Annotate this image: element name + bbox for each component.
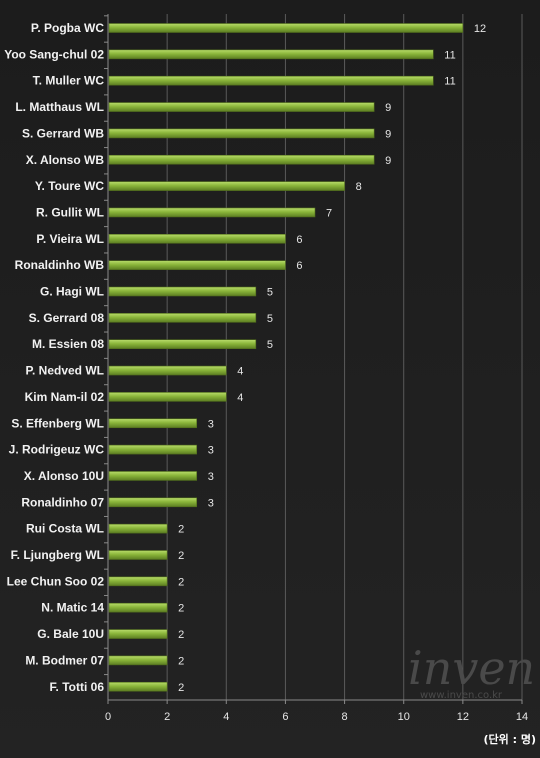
category-label: Ronaldinho WB xyxy=(15,258,105,272)
category-label: R. Gullit WL xyxy=(36,205,104,219)
category-label: M. Bodmer 07 xyxy=(25,653,104,667)
category-label: P. Pogba WC xyxy=(31,21,104,35)
bar xyxy=(108,128,375,139)
inven-watermark: inven www.inven.co.kr xyxy=(408,641,535,701)
watermark-brand: inven xyxy=(408,641,535,695)
bar xyxy=(108,497,198,508)
value-label: 9 xyxy=(385,128,391,140)
value-label: 6 xyxy=(296,234,302,246)
bars-layer xyxy=(108,23,464,692)
bar xyxy=(108,49,434,60)
category-label: F. Totti 06 xyxy=(50,680,105,694)
category-label: G. Hagi WL xyxy=(40,285,104,299)
bar xyxy=(108,655,168,666)
category-label: X. Alonso WB xyxy=(26,153,105,167)
bar xyxy=(108,23,464,33)
bar xyxy=(108,154,375,165)
bar xyxy=(108,234,286,244)
category-label: Ronaldinho 07 xyxy=(21,495,104,509)
value-label: 5 xyxy=(267,287,273,299)
value-label: 3 xyxy=(208,471,214,483)
value-label: 2 xyxy=(178,655,184,667)
category-label: Rui Costa WL xyxy=(26,522,104,536)
bar xyxy=(108,444,198,455)
value-label: 3 xyxy=(208,445,214,457)
bar xyxy=(108,339,257,350)
value-label: 7 xyxy=(326,207,332,219)
value-label: 2 xyxy=(178,550,184,562)
category-label: S. Gerrard 08 xyxy=(29,311,105,325)
bar xyxy=(108,207,316,218)
category-label: P. Vieira WL xyxy=(36,232,104,246)
x-tick-label: 0 xyxy=(105,711,111,723)
x-tick-label: 2 xyxy=(164,711,170,723)
value-label: 6 xyxy=(296,260,302,272)
value-label: 9 xyxy=(385,155,391,167)
x-tick-label: 8 xyxy=(342,711,348,723)
watermark-url: www.inven.co.kr xyxy=(420,690,503,701)
value-label: 5 xyxy=(267,313,273,325)
value-label: 2 xyxy=(178,576,184,588)
category-label: Yoo Sang-chul 02 xyxy=(4,47,104,61)
value-label: 8 xyxy=(356,181,362,193)
value-label: 5 xyxy=(267,339,273,351)
value-label: 4 xyxy=(237,392,243,404)
category-label: J. Rodrigeuz WC xyxy=(9,443,105,457)
bar xyxy=(108,392,227,402)
x-tick-label: 10 xyxy=(398,711,410,723)
category-label: N. Matic 14 xyxy=(41,601,104,615)
grid-layer xyxy=(166,14,523,700)
value-label: 4 xyxy=(237,366,243,378)
bar xyxy=(108,576,168,587)
value-label: 2 xyxy=(178,629,184,641)
bar xyxy=(108,602,168,613)
category-label: F. Ljungberg WL xyxy=(11,548,104,562)
x-tick-label: 6 xyxy=(282,711,288,723)
category-label: G. Bale 10U xyxy=(37,627,104,641)
bar xyxy=(108,629,168,639)
bar xyxy=(108,313,257,323)
value-label: 12 xyxy=(474,23,486,35)
bar xyxy=(108,260,286,270)
bar xyxy=(108,681,168,692)
value-label: 3 xyxy=(208,418,214,430)
category-label: P. Nedved WL xyxy=(26,364,104,378)
category-label: L. Matthaus WL xyxy=(15,100,104,114)
category-label: Lee Chun Soo 02 xyxy=(7,574,105,588)
bar xyxy=(108,286,257,297)
bar xyxy=(108,523,168,534)
bar xyxy=(108,471,198,481)
value-label: 11 xyxy=(444,49,455,61)
value-label: 2 xyxy=(178,682,184,694)
x-tick-label: 14 xyxy=(516,711,528,723)
unit-note: (단위 : 명) xyxy=(484,732,536,746)
value-label: 9 xyxy=(385,102,391,114)
value-label: 2 xyxy=(178,524,184,536)
category-label: T. Muller WC xyxy=(33,74,105,88)
bar xyxy=(108,418,198,429)
x-axis: 0 2 4 6 8 10 12 14 xyxy=(104,14,528,723)
value-label: 11 xyxy=(444,76,455,88)
category-label: Y. Toure WC xyxy=(35,179,104,193)
bar xyxy=(108,181,345,191)
bar xyxy=(108,75,434,86)
category-label: M. Essien 08 xyxy=(32,337,104,351)
x-tick-label: 12 xyxy=(457,711,469,723)
labels-layer: P. Pogba WC 12 Yoo Sang-chul 02 11 T. Muller… xyxy=(4,21,486,694)
category-label: S. Effenberg WL xyxy=(11,416,104,430)
value-label: 3 xyxy=(208,497,214,509)
x-tick-label: 4 xyxy=(223,711,229,723)
category-label: X. Alonso 10U xyxy=(24,469,104,483)
bar xyxy=(108,550,168,560)
bar xyxy=(108,102,375,112)
category-label: Kim Nam-il 02 xyxy=(25,390,105,404)
category-label: S. Gerrard WB xyxy=(22,126,104,140)
bar xyxy=(108,365,227,376)
value-label: 2 xyxy=(178,603,184,615)
